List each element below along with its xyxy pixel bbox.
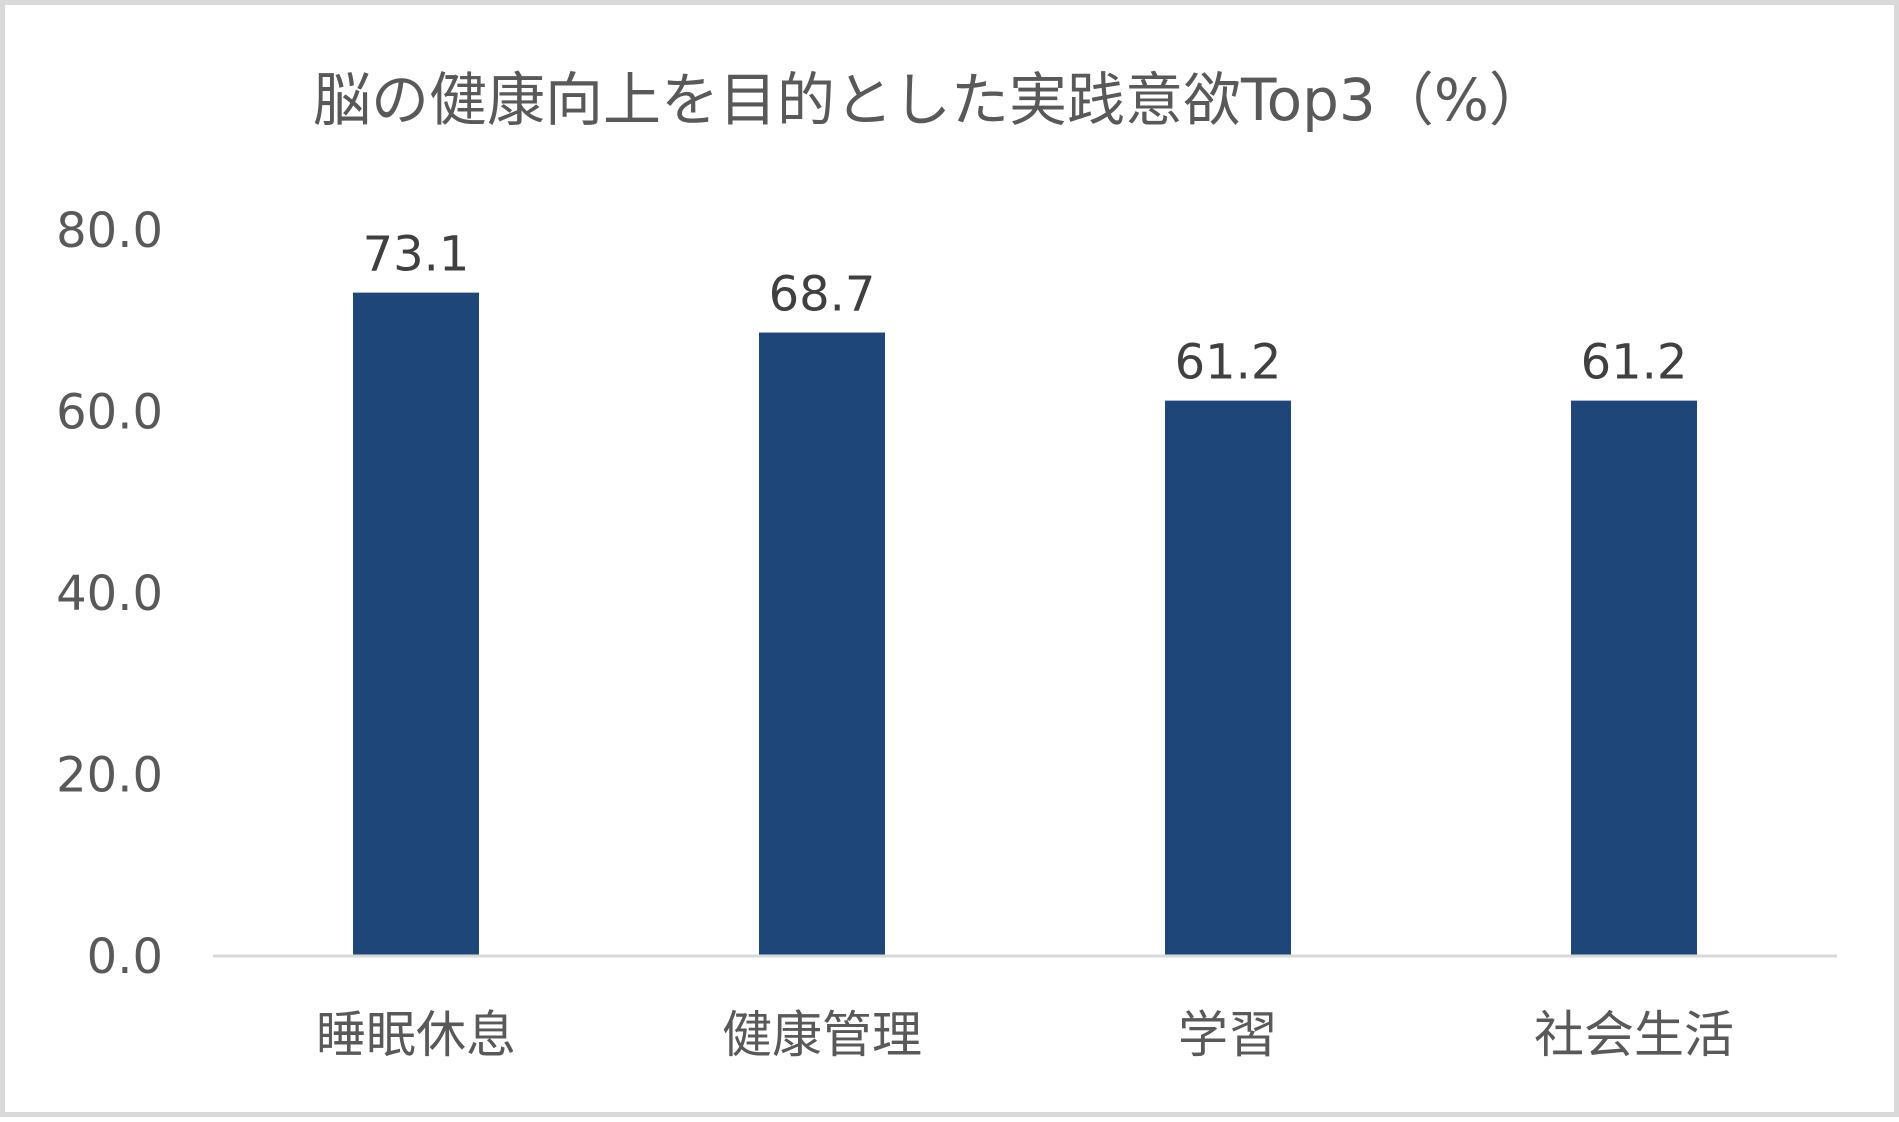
x-category-label: 社会生活 — [1534, 1006, 1734, 1064]
bars — [353, 292, 1697, 956]
y-axis-ticks: 0.0 20.0 40.0 60.0 80.0 — [56, 203, 163, 985]
y-tick-label: 80.0 — [56, 203, 163, 259]
bar — [1165, 400, 1291, 956]
bar — [1571, 400, 1697, 956]
y-tick-label: 0.0 — [87, 929, 163, 985]
x-axis-labels: 睡眠休息 健康管理 学習 社会生活 — [316, 1006, 1734, 1064]
bar-value-label: 73.1 — [363, 227, 470, 283]
y-tick-label: 60.0 — [56, 385, 163, 441]
chart-title: 脳の健康向上を目的とした実践意欲Top3（%） — [313, 66, 1547, 134]
bar-value-label: 68.7 — [769, 267, 876, 323]
y-tick-label: 40.0 — [56, 566, 163, 622]
bar-value-label: 61.2 — [1175, 335, 1282, 391]
value-labels: 73.1 68.7 61.2 61.2 — [363, 227, 1688, 391]
x-category-label: 健康管理 — [722, 1006, 922, 1064]
bar — [353, 292, 479, 956]
y-tick-label: 20.0 — [56, 748, 163, 804]
x-category-label: 睡眠休息 — [316, 1006, 516, 1064]
bar-chart: 脳の健康向上を目的とした実践意欲Top3（%） 0.0 20.0 40.0 60.0 8… — [56, 66, 1837, 1064]
x-category-label: 学習 — [1178, 1006, 1278, 1064]
bar-value-label: 61.2 — [1581, 335, 1688, 391]
bar — [759, 332, 885, 956]
